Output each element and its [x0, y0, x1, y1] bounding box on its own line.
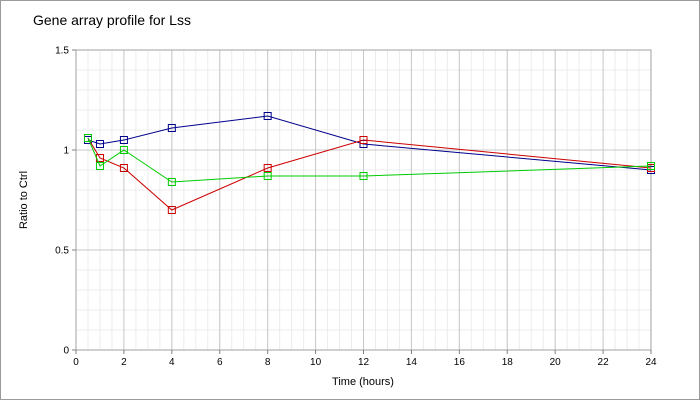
y-axis-ticks: 0 0.5 1 1.5	[55, 46, 76, 357]
y-axis-title: Ratio to Ctrl	[18, 171, 30, 229]
data-point-1	[119, 136, 128, 144]
data-point-3	[359, 172, 368, 180]
x-tick-label: 12	[358, 357, 370, 368]
x-tick-label: 10	[310, 357, 322, 368]
x-tick-label: 22	[598, 357, 610, 368]
x-tick-label: 18	[502, 357, 514, 368]
data-point-3	[95, 162, 104, 170]
x-axis-title: Time (hours)	[332, 376, 394, 388]
chart-title: Gene array profile for Lss	[33, 12, 191, 28]
x-tick-label: 2	[121, 357, 127, 368]
y-tick-label: 1.5	[55, 46, 69, 57]
y-tick-label: 1	[63, 146, 69, 157]
x-tick-label: 24	[645, 357, 657, 368]
y-tick-label: 0.5	[55, 246, 69, 257]
x-tick-label: 4	[169, 357, 175, 368]
series-line-3	[87, 137, 652, 183]
x-tick-label: 8	[265, 357, 271, 368]
data-point-2	[167, 206, 176, 214]
data-point-1	[167, 124, 176, 132]
series-layer	[83, 112, 655, 214]
data-point-2	[119, 164, 128, 172]
x-axis-ticks: 0 2 4 6 8 10 12 14 16 18 20 22 24	[73, 350, 657, 368]
data-point-1	[263, 112, 272, 120]
y-tick-label: 0	[63, 346, 69, 357]
data-point-3	[167, 178, 176, 186]
data-point-1	[95, 140, 104, 148]
data-point-3	[119, 146, 128, 154]
x-tick-label: 14	[406, 357, 418, 368]
series-line-2	[87, 137, 652, 211]
data-point-2	[263, 164, 272, 172]
x-tick-label: 6	[217, 357, 223, 368]
data-point-3	[83, 134, 92, 142]
x-tick-label: 0	[73, 357, 79, 368]
data-point-2	[359, 136, 368, 144]
data-point-3	[263, 172, 272, 180]
x-tick-label: 16	[454, 357, 466, 368]
data-point-3	[647, 162, 655, 170]
x-tick-label: 20	[550, 357, 562, 368]
